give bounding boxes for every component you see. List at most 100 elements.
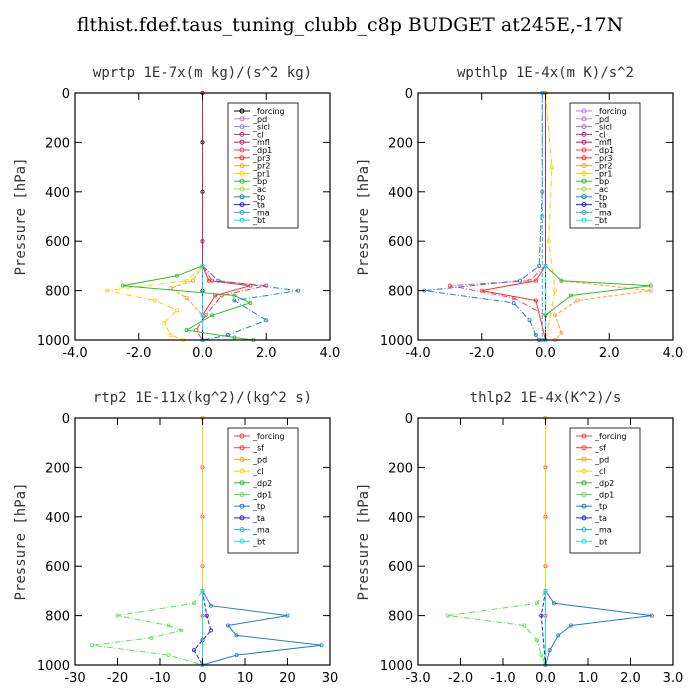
data-point [120, 283, 125, 288]
legend-marker [581, 527, 587, 533]
data-point [216, 278, 221, 283]
legend-marker [581, 202, 587, 208]
data-point [210, 313, 215, 318]
legend-marker [239, 155, 245, 161]
legend-label: _pr1 [252, 169, 270, 178]
x-tick-label: 10 [237, 671, 254, 686]
legend-label: _dp1 [252, 146, 272, 155]
data-point [649, 613, 654, 618]
y-axis-label: Pressure [hPa] [356, 157, 372, 275]
series-line [545, 590, 652, 666]
x-tick-label: 4.0 [320, 346, 341, 361]
data-point [184, 278, 189, 283]
legend-marker [239, 116, 245, 122]
data-point [90, 643, 95, 648]
legend-marker [581, 186, 587, 192]
legend-label: _cl [252, 130, 264, 139]
legend-label: _cl [594, 467, 606, 476]
y-tick-label: 600 [45, 560, 70, 575]
legend-marker [581, 445, 587, 451]
x-tick-label: -2.0 [126, 346, 151, 361]
data-point [190, 278, 195, 283]
legend-label: _tp [594, 502, 607, 511]
legend-marker [581, 108, 587, 114]
legend-marker [239, 131, 245, 137]
legend-marker [239, 209, 245, 215]
y-tick-label: 600 [388, 235, 413, 250]
legend-marker [581, 433, 587, 439]
data-point [248, 300, 253, 305]
legend-label: _ma [594, 526, 612, 535]
data-point [248, 283, 253, 288]
data-point [200, 313, 205, 318]
data-point [204, 613, 209, 618]
series-line [424, 93, 543, 341]
legend-label: _ta [594, 201, 607, 210]
y-tick-label: 400 [388, 511, 413, 526]
legend-label: _sf [594, 444, 606, 453]
series-line [91, 590, 203, 666]
data-point [285, 613, 290, 618]
data-point [546, 239, 551, 244]
x-tick-label: -4.0 [62, 346, 87, 361]
legend-label: _sicl [594, 123, 612, 132]
y-tick-label: 200 [45, 461, 70, 476]
data-point [543, 263, 548, 268]
data-point [200, 239, 205, 244]
y-tick-label: 400 [388, 186, 413, 201]
panel-1: wprtp 1E-7x(m kg)/(s^2 kg) Pressure [hPa]… [13, 65, 340, 361]
legend-marker [239, 163, 245, 169]
legend-marker [581, 124, 587, 130]
y-tick-label: 400 [45, 511, 70, 526]
x-tick-label: 1.0 [578, 671, 599, 686]
data-point [527, 318, 532, 323]
data-point [232, 293, 237, 298]
data-point [535, 601, 540, 606]
y-tick-label: 600 [388, 560, 413, 575]
legend-label: _dp1 [594, 491, 614, 500]
data-point [264, 283, 269, 288]
legend-label: _pr2 [594, 162, 612, 171]
y-tick-label: 800 [45, 285, 70, 300]
x-tick-label: -10 [149, 671, 170, 686]
data-point [168, 286, 173, 291]
legend-label: _ta [594, 514, 607, 523]
legend-label: _cl [594, 130, 606, 139]
legend-marker [239, 468, 245, 474]
data-point [540, 214, 545, 219]
panel-title: wpthlp 1E-4x(m K)/s^2 [457, 65, 634, 81]
legend-marker [239, 538, 245, 544]
legend-label: _pd [594, 455, 609, 464]
data-point [225, 333, 230, 338]
data-point [191, 648, 196, 653]
series-line [481, 265, 546, 341]
legend-box [227, 427, 299, 554]
legend-marker [581, 217, 587, 223]
legend-marker [239, 433, 245, 439]
legend-marker [581, 139, 587, 145]
series-line [545, 265, 651, 340]
legend-label: _ac [594, 185, 608, 194]
data-point [234, 633, 239, 638]
legend-marker [239, 178, 245, 184]
legend-marker [239, 503, 245, 509]
legend-marker [239, 456, 245, 462]
legend-marker [239, 445, 245, 451]
data-point [166, 623, 171, 628]
data-point [511, 300, 516, 305]
x-tick-label: -4.0 [405, 346, 430, 361]
series-line [195, 265, 267, 341]
legend-marker [239, 480, 245, 486]
y-tick-label: 0 [62, 412, 70, 427]
legend-label: _ta [252, 514, 265, 523]
legend-marker [581, 194, 587, 200]
data-point [537, 263, 542, 268]
legend-label: _ac [252, 185, 266, 194]
data-point [162, 320, 167, 325]
series-line [202, 265, 299, 341]
data-point [479, 288, 484, 293]
data-point [547, 648, 552, 653]
panel-title: rtp2 1E-11x(kg^2)/(kg^2 s) [93, 390, 312, 406]
legend-label: _forcing [252, 107, 285, 116]
legend: _forcing _sf _pd _cl _dp2 _dp1 _tp _ta _ma _bt [569, 427, 641, 554]
